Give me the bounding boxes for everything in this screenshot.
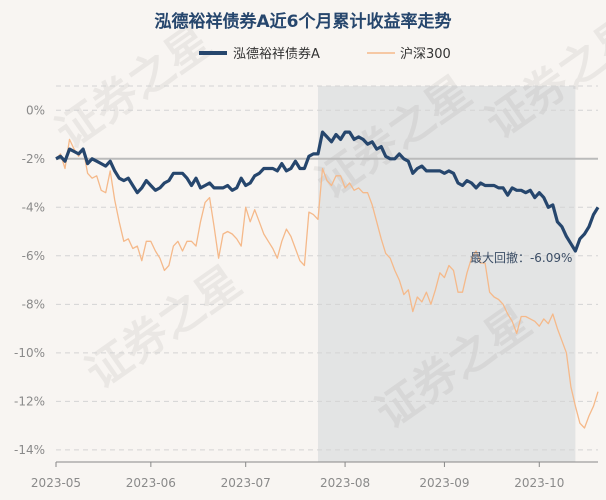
y-tick-label: -14% [14,443,45,457]
max-drawdown-annotation: 最大回撤：-6.09% [470,250,572,265]
y-tick-label: -4% [22,200,45,214]
series-line-fund [55,130,600,253]
x-tick-label: 2023-05 [31,476,81,490]
legend-label-index: 沪深300 [400,46,451,62]
x-tick-label: 2023-08 [320,476,370,490]
y-axis: 0% -2% -4% -6% -8% -10% -12% -14% [14,103,45,457]
y-tick-label: -12% [14,394,45,408]
grid [56,85,598,451]
x-tick-label: 2023-07 [221,476,271,490]
watermark-text: 证券之星 [47,16,220,159]
legend: 泓德裕祥债券A 沪深300 [199,46,451,62]
watermark-text: 证券之星 [77,256,250,399]
y-tick-label: -2% [22,152,45,166]
series-line-index [55,138,599,429]
x-tick-label: 2023-09 [419,476,469,490]
chart-title: 泓德裕祥债券A近6个月累计收益率走势 [155,11,452,32]
y-tick-label: -8% [22,297,45,311]
x-axis: 2023-05 2023-06 2023-07 2023-08 2023-09 2023-… [31,462,564,490]
max-drawdown-region [317,86,576,462]
x-tick-label: 2023-06 [126,476,176,490]
legend-label-fund: 泓德裕祥债券A [233,46,320,62]
y-tick-label: -10% [14,346,45,360]
y-tick-label: 0% [26,103,45,117]
y-tick-label: -6% [22,249,45,263]
x-tick-label: 2023-10 [514,476,564,490]
